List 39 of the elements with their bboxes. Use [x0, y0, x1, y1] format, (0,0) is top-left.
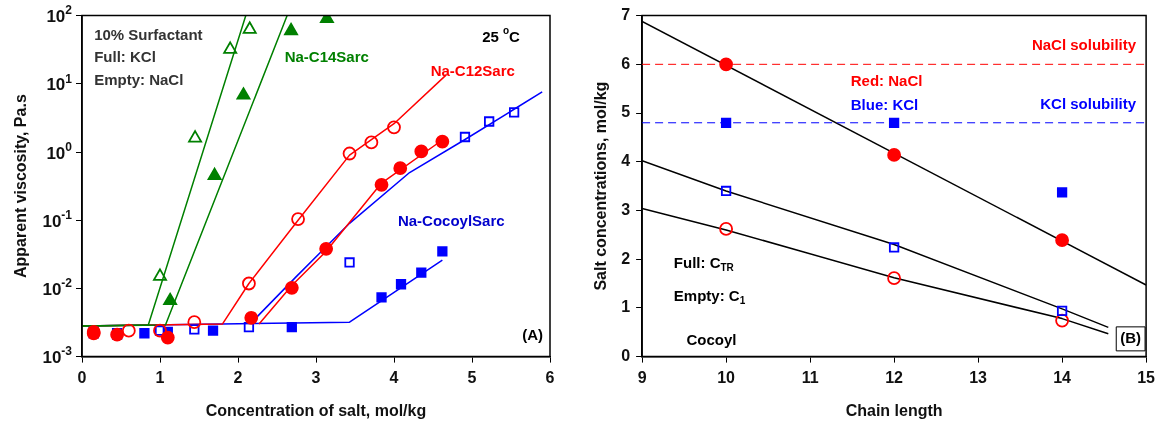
x-tick-label: 14 — [1053, 368, 1072, 386]
annotation: Na-C14Sarc — [284, 47, 369, 65]
ref-line-label: NaCl solubility — [1031, 36, 1137, 54]
x-tick-label: 9 — [637, 368, 647, 386]
x-axis-title: Chain length — [845, 401, 943, 419]
annotation: (B) — [1120, 329, 1142, 347]
annotation: Full: KCl — [94, 48, 156, 66]
x-tick-label: 13 — [969, 368, 988, 386]
annotation: Empty: NaCl — [94, 70, 184, 88]
y-axis-title: Salt concentrations, mol/kg — [592, 81, 610, 291]
y-tick-label: 3 — [621, 200, 631, 218]
y-tick-label: 6 — [621, 54, 631, 72]
annotation: Blue: KCl — [850, 96, 919, 114]
x-tick-label: 6 — [545, 368, 555, 386]
annotation: Red: NaCl — [850, 72, 923, 90]
x-tick-label: 1 — [155, 368, 165, 386]
annotation: Na-CocoylSarc — [397, 211, 505, 229]
annotation: Cocoyl — [686, 330, 737, 348]
y-tick-label: 7 — [621, 6, 631, 24]
x-tick-label: 2 — [233, 368, 243, 386]
x-tick-label: 10 — [717, 368, 736, 386]
x-tick-label: 3 — [311, 368, 321, 386]
y-tick-label: 2 — [621, 249, 631, 267]
annotation: 10% Surfactant — [94, 26, 203, 44]
ref-line-label: KCl solubility — [1040, 94, 1137, 112]
x-axis-title: Concentration of salt, mol/kg — [205, 401, 427, 419]
y-tick-label: 4 — [621, 152, 631, 170]
annotation: Na-C12Sarc — [430, 62, 515, 80]
x-tick-label: 15 — [1137, 368, 1156, 386]
annotation: (A) — [522, 326, 543, 344]
x-tick-label: 0 — [77, 368, 87, 386]
y-tick-label: 1 — [621, 298, 631, 316]
x-tick-label: 12 — [885, 368, 904, 386]
x-tick-label: 5 — [467, 368, 477, 386]
y-axis-title: Apparent viscosity, Pa.s — [12, 94, 30, 278]
x-tick-label: 4 — [389, 368, 399, 386]
y-tick-label: 0 — [621, 347, 631, 365]
x-tick-label: 11 — [801, 368, 819, 386]
y-tick-label: 5 — [621, 103, 631, 121]
